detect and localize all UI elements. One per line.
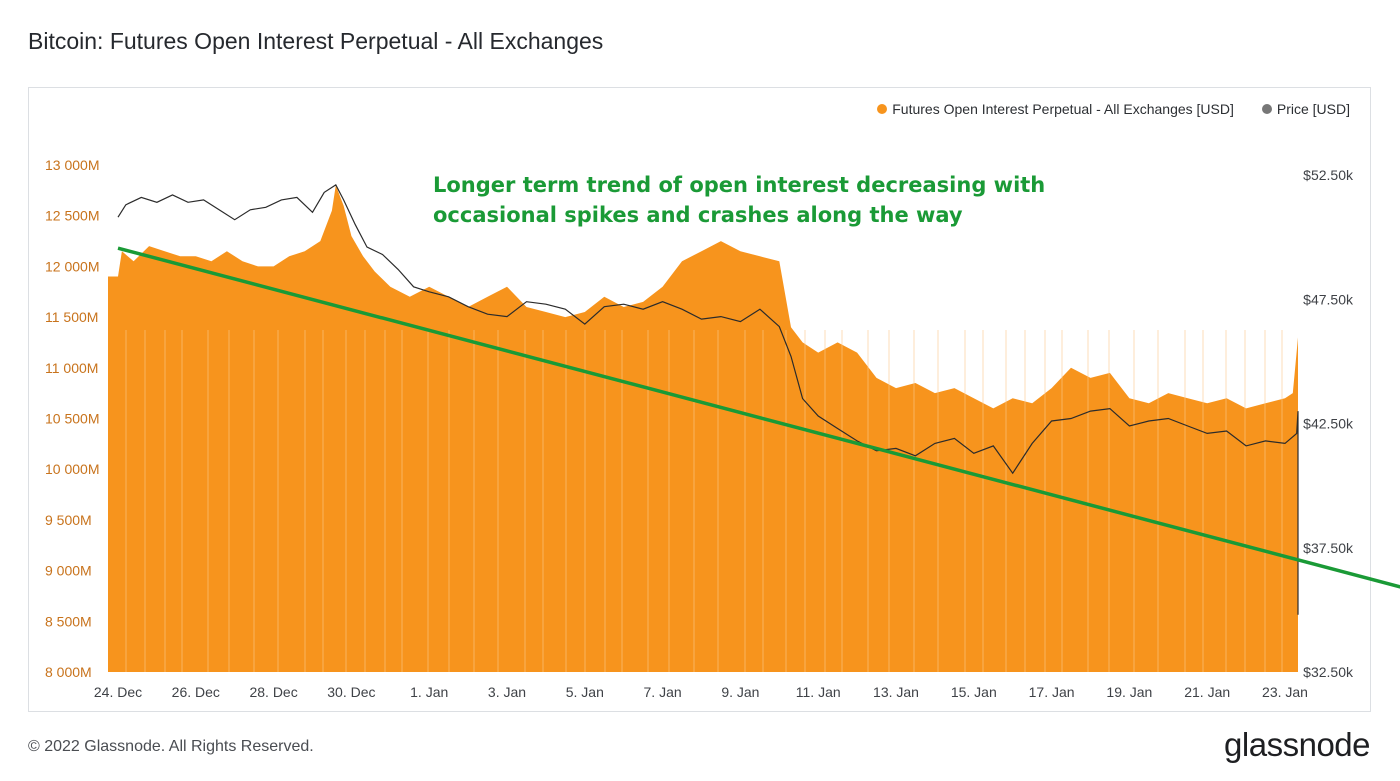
x-tick-label: 21. Jan — [1184, 684, 1230, 700]
right-tick-label: $52.50k — [1303, 167, 1354, 183]
right-tick-label: $32.50k — [1303, 664, 1354, 680]
right-tick-label: $47.50k — [1303, 291, 1354, 307]
open-interest-stripes — [125, 330, 1283, 672]
left-tick-label: 9 500M — [45, 512, 92, 528]
right-tick-label: $37.50k — [1303, 540, 1354, 556]
left-tick-label: 12 000M — [45, 258, 99, 274]
x-tick-label: 23. Jan — [1262, 684, 1308, 700]
x-tick-label: 28. Dec — [249, 684, 297, 700]
x-tick-label: 19. Jan — [1106, 684, 1152, 700]
x-tick-label: 5. Jan — [566, 684, 604, 700]
x-tick-label: 30. Dec — [327, 684, 375, 700]
left-axis: 8 000M 8 500M 9 000M 9 500M 10 000M 10 500M 11… — [45, 157, 99, 680]
open-interest-area — [108, 185, 1298, 673]
left-tick-label: 10 000M — [45, 461, 99, 477]
legend-label-open-interest: Futures Open Interest Perpetual - All Ex… — [892, 101, 1234, 117]
trend-annotation: Longer term trend of open interest decre… — [433, 173, 1046, 227]
x-tick-label: 26. Dec — [172, 684, 220, 700]
price-line — [117, 184, 1299, 615]
x-tick-label: 9. Jan — [721, 684, 759, 700]
x-tick-label: 7. Jan — [644, 684, 682, 700]
x-tick-label: 13. Jan — [873, 684, 919, 700]
right-tick-label: $42.50k — [1303, 416, 1354, 432]
x-tick-label: 1. Jan — [410, 684, 448, 700]
x-axis: 24. Dec 26. Dec 28. Dec 30. Dec 1. Jan 3. Jan… — [94, 684, 1308, 700]
legend-item-open-interest[interactable]: Futures Open Interest Perpetual - All Ex… — [877, 101, 1234, 117]
left-tick-label: 8 500M — [45, 613, 92, 629]
left-tick-label: 9 000M — [45, 563, 92, 579]
left-tick-label: 11 500M — [45, 309, 98, 325]
copyright-text: © 2022 Glassnode. All Rights Reserved. — [28, 738, 314, 755]
left-tick-label: 12 500M — [45, 208, 99, 224]
left-tick-label: 8 000M — [45, 664, 92, 680]
glassnode-logo: glassnode — [1224, 726, 1370, 763]
left-tick-label: 11 000M — [45, 360, 98, 376]
x-tick-label: 15. Jan — [951, 684, 997, 700]
legend-dot-price — [1261, 104, 1272, 114]
trend-line — [117, 246, 1400, 589]
chart-title: Bitcoin: Futures Open Interest Perpetual… — [28, 28, 604, 54]
x-tick-label: 3. Jan — [488, 684, 526, 700]
x-tick-label: 17. Jan — [1029, 684, 1075, 700]
x-tick-label: 24. Dec — [94, 684, 142, 700]
legend-dot-open-interest — [877, 104, 888, 114]
chart-legend: Futures Open Interest Perpetual - All Ex… — [877, 101, 1350, 117]
left-tick-label: 10 500M — [45, 411, 99, 427]
legend-item-price[interactable]: Price [USD] — [1261, 101, 1350, 117]
left-tick-label: 13 000M — [45, 157, 99, 173]
right-axis: $32.50k $37.50k $42.50k $47.50k $52.50k — [1303, 167, 1354, 680]
legend-label-price: Price [USD] — [1276, 101, 1350, 117]
x-tick-label: 11. Jan — [796, 684, 841, 700]
